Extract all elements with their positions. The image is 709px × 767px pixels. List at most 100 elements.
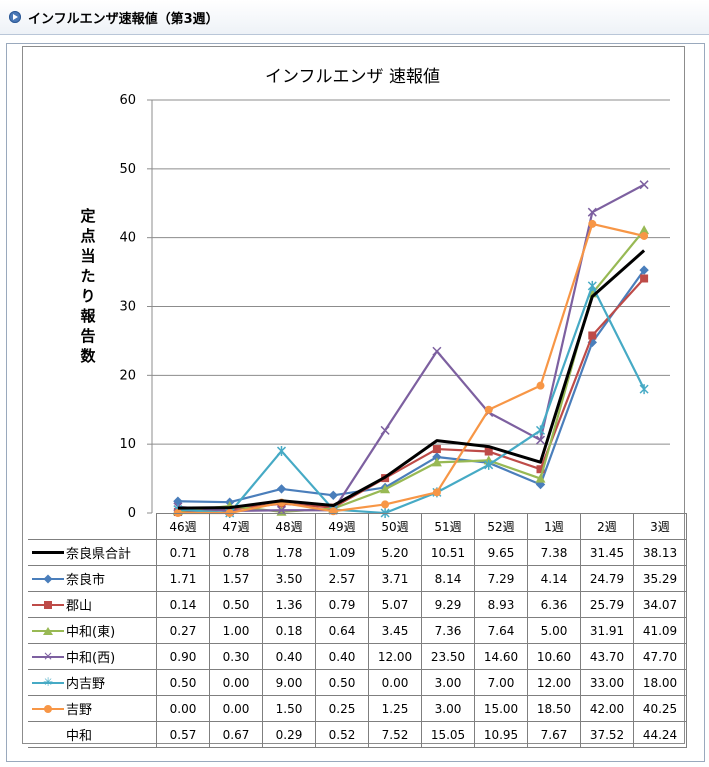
- data-label: 1.36: [262, 591, 316, 618]
- legend-label: 中和: [66, 729, 93, 744]
- table-row: 奈良県合計 0.71 0.78 1.78 1.09 5.20 10.51 9.65 7.38 31…: [28, 539, 687, 566]
- y-tick-label: 60: [119, 93, 136, 108]
- data-label: 37.52: [580, 721, 634, 748]
- data-label: 9.00: [262, 669, 316, 696]
- legend-entry: 奈良市: [28, 565, 157, 592]
- data-label: 0.64: [315, 617, 369, 644]
- series-point-4: [380, 425, 390, 435]
- data-label: 44.24: [633, 721, 687, 748]
- data-label: 7.64: [474, 617, 528, 644]
- series-point-3: [639, 225, 650, 235]
- data-label: 0.25: [315, 695, 369, 722]
- series-point-6: [536, 381, 545, 390]
- series-point-6: [484, 405, 493, 414]
- data-label: 0.52: [315, 721, 369, 748]
- table-corner: [28, 513, 157, 540]
- legend-entry: 中和(東): [28, 617, 157, 644]
- legend-swatch: [32, 573, 64, 584]
- data-label: 0.00: [368, 669, 422, 696]
- data-label: 24.79: [580, 565, 634, 592]
- data-label: 1.78: [262, 539, 316, 566]
- data-label: 38.13: [633, 539, 687, 566]
- data-label: 1.57: [209, 565, 263, 592]
- data-label: 0.27: [156, 617, 210, 644]
- data-label: 33.00: [580, 669, 634, 696]
- table-row: 吉野 0.00 0.00 1.50 0.25 1.25 3.00 15.00 18.50 42.0…: [28, 695, 687, 722]
- data-label: 6.36: [527, 591, 581, 618]
- data-label: 9.65: [474, 539, 528, 566]
- x-tick-label: 51週: [421, 513, 475, 540]
- data-label: 0.79: [315, 591, 369, 618]
- series-point-3: [380, 484, 391, 494]
- data-label: 15.00: [474, 695, 528, 722]
- data-label: 8.14: [421, 565, 475, 592]
- table-row: 奈良市 1.71 1.57 3.50 2.57 3.71 8.14 7.29 4.14 24.79…: [28, 565, 687, 592]
- data-label: 2.57: [315, 565, 369, 592]
- data-label: 3.00: [421, 669, 475, 696]
- data-label: 18.00: [633, 669, 687, 696]
- series-point-1: [639, 265, 649, 275]
- legend-label: 郡山: [66, 599, 93, 614]
- x-tick-label: 46週: [156, 513, 210, 540]
- data-label: 23.50: [421, 643, 475, 670]
- page-title: インフルエンザ速報値（第3週）: [28, 12, 219, 27]
- data-label: 5.07: [368, 591, 422, 618]
- y-tick-label: 20: [119, 368, 136, 383]
- data-label: 4.14: [527, 565, 581, 592]
- legend-entry: 郡山: [28, 591, 157, 618]
- data-label: 7.00: [474, 669, 528, 696]
- legend-label: 中和(東): [66, 625, 116, 640]
- series-point-2: [640, 274, 649, 283]
- data-label: 25.79: [580, 591, 634, 618]
- legend-label: 中和(西): [66, 651, 116, 666]
- legend-entry: × 中和(西): [28, 643, 157, 670]
- data-label: 1.50: [262, 695, 316, 722]
- data-label: 7.36: [421, 617, 475, 644]
- data-label: 0.90: [156, 643, 210, 670]
- data-label: 0.30: [209, 643, 263, 670]
- y-tick-label: 30: [119, 300, 136, 315]
- series-point-1: [276, 484, 287, 494]
- data-label: 0.00: [209, 669, 263, 696]
- y-tick-label: 40: [119, 231, 136, 246]
- data-label: 12.00: [368, 643, 422, 670]
- data-label: 7.67: [527, 721, 581, 748]
- data-label: 1.25: [368, 695, 422, 722]
- data-label: 7.38: [527, 539, 581, 566]
- series-point-2: [484, 447, 493, 456]
- data-label: 3.00: [421, 695, 475, 722]
- table-row: 郡山 0.14 0.50 1.36 0.79 5.07 9.29 8.93 6.36 25.79 3…: [28, 591, 687, 618]
- series-point-4: [587, 207, 597, 217]
- legend-swatch: ✳: [32, 676, 64, 688]
- data-label: 0.71: [156, 539, 210, 566]
- series-line-4: [177, 183, 645, 513]
- legend-swatch: [32, 548, 64, 558]
- x-tick-label: 52週: [474, 513, 528, 540]
- series-point-6: [640, 231, 649, 240]
- data-label: 41.09: [633, 617, 687, 644]
- data-label: 0.14: [156, 591, 210, 618]
- legend-swatch: [32, 600, 64, 610]
- series-line-0: [177, 249, 646, 510]
- x-tick-label: 47週: [209, 513, 263, 540]
- series-point-5: [484, 459, 494, 470]
- legend-label: 奈良県合計: [66, 547, 132, 562]
- data-label: 47.70: [633, 643, 687, 670]
- data-label: 40.25: [633, 695, 687, 722]
- series-point-4: [276, 505, 287, 515]
- data-label: 35.29: [633, 565, 687, 592]
- series-point-6: [588, 219, 597, 228]
- table-row: × 中和(西) 0.90 0.30 0.40 0.40 12.00 23.50 14.60 10.…: [28, 643, 687, 670]
- data-label: 0.40: [262, 643, 316, 670]
- x-tick-label: 48週: [262, 513, 316, 540]
- page-header: インフルエンザ速報値（第3週）: [0, 0, 709, 35]
- series-point-4: [535, 435, 546, 445]
- data-label: 5.00: [527, 617, 581, 644]
- data-label: 0.57: [156, 721, 210, 748]
- data-label: 31.45: [580, 539, 634, 566]
- data-label: 7.29: [474, 565, 528, 592]
- data-label: 0.50: [209, 591, 263, 618]
- data-label: 10.51: [421, 539, 475, 566]
- arrow-circle-icon: [9, 11, 21, 23]
- data-label: 3.45: [368, 617, 422, 644]
